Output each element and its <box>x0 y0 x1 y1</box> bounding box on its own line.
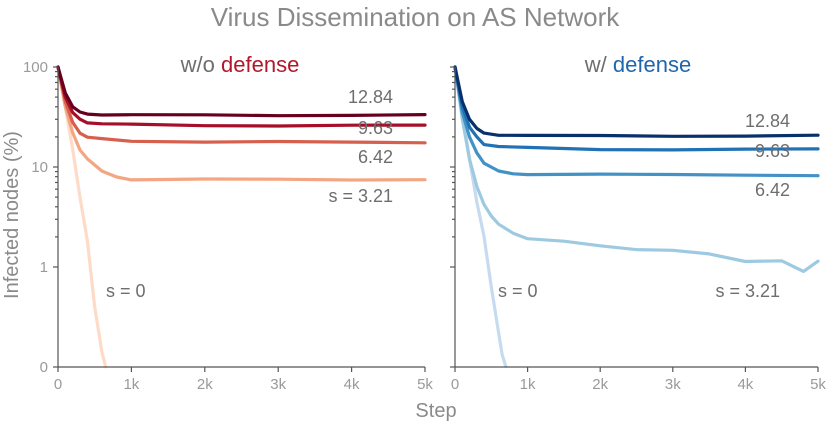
panel-subtitle-prefix: w/ <box>584 52 608 77</box>
y-axis-label: Infected nodes (%) <box>1 131 23 299</box>
panel-subtitle: w/ defense <box>584 52 691 77</box>
x-tick-label: 2k <box>592 376 608 393</box>
x-tick-label: 4k <box>344 376 360 393</box>
x-tick-label: 1k <box>520 376 536 393</box>
y-tick-label: 1 <box>40 259 48 276</box>
panel-subtitle-highlight: defense <box>613 52 691 77</box>
series-line <box>56 65 427 118</box>
series-line <box>453 65 820 178</box>
series-label: 9.63 <box>358 118 393 138</box>
y-tick-label: 0 <box>40 359 48 376</box>
panel-subtitle-prefix: w/o <box>180 52 215 77</box>
y-tick-label: 10 <box>31 159 48 176</box>
x-tick-label: 5k <box>417 376 433 393</box>
chart-panel-with-defense: w/ defense 12.84 9.63 6.42 s = 3.21 s = 0 0 1k… <box>450 52 826 393</box>
series-label: 6.42 <box>755 180 790 200</box>
panel-subtitle: w/o defense <box>180 52 300 77</box>
x-tick-label: 5k <box>810 376 826 393</box>
y-tick-label: 100 <box>23 59 48 76</box>
series-label: s = 3.21 <box>328 186 393 206</box>
series-line <box>56 65 427 182</box>
series-line <box>453 65 820 138</box>
x-tick-label: 2k <box>197 376 213 393</box>
series-label: 9.63 <box>755 141 790 161</box>
series-line <box>56 65 427 128</box>
x-axis-label: Step <box>415 400 456 422</box>
panel-subtitle-highlight: defense <box>221 52 299 77</box>
series-label: s = 3.21 <box>715 281 780 301</box>
chart-panel-without-defense: w/o defense 12.84 9.63 6.42 s = 3.21 s = 0 0 1… <box>23 52 433 393</box>
series-label: 12.84 <box>745 111 790 131</box>
x-tick-label: 0 <box>451 376 459 393</box>
series-line <box>453 65 820 273</box>
x-tick-label: 0 <box>54 376 62 393</box>
x-tick-label: 3k <box>665 376 681 393</box>
series-label: 12.84 <box>348 87 393 107</box>
series-label: 6.42 <box>358 147 393 167</box>
x-tick-label: 1k <box>123 376 139 393</box>
series-label: s = 0 <box>106 281 146 301</box>
figure-title: Virus Dissemination on AS Network <box>211 2 620 32</box>
series-line <box>453 65 820 152</box>
x-tick-label: 4k <box>737 376 753 393</box>
series-line <box>56 65 427 145</box>
x-tick-label: 3k <box>270 376 286 393</box>
series-label: s = 0 <box>498 281 538 301</box>
